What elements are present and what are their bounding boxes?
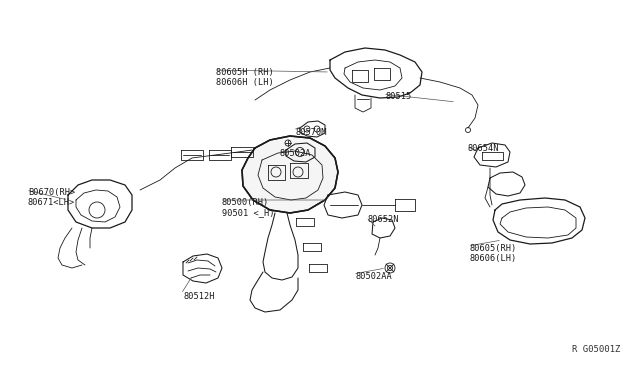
Text: 80606(LH): 80606(LH) [470,254,517,263]
Text: 80502AA: 80502AA [355,272,392,281]
Text: 80570M: 80570M [295,128,326,137]
Text: 80671<LH>: 80671<LH> [28,198,76,207]
Text: 80606H (LH): 80606H (LH) [216,78,274,87]
Text: 90501 <_H): 90501 <_H) [222,208,275,217]
Text: 80500(RH): 80500(RH) [222,198,269,207]
Text: R G05001Z: R G05001Z [572,345,620,354]
Text: 80515: 80515 [385,92,412,101]
Text: 80605(RH): 80605(RH) [470,244,517,253]
Text: 80512H: 80512H [183,292,214,301]
Text: 80502A: 80502A [280,149,312,158]
Polygon shape [242,136,338,213]
Text: 80605H (RH): 80605H (RH) [216,68,274,77]
Text: B0670(RH>: B0670(RH> [28,188,76,197]
Text: 80654N: 80654N [468,144,499,153]
Text: 80652N: 80652N [368,215,399,224]
